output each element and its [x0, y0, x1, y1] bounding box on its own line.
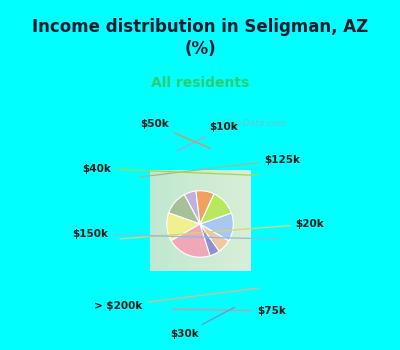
Text: $150k: $150k [72, 229, 280, 239]
Wedge shape [200, 224, 229, 251]
Text: $75k: $75k [173, 306, 286, 316]
Wedge shape [196, 191, 214, 224]
Wedge shape [200, 224, 219, 256]
Text: $125k: $125k [140, 155, 300, 177]
Wedge shape [184, 191, 200, 224]
Text: $50k: $50k [140, 119, 210, 148]
Text: $40k: $40k [82, 163, 259, 175]
Text: ⓘ City-Data.com: ⓘ City-Data.com [214, 119, 286, 128]
Text: $20k: $20k [120, 219, 324, 239]
Wedge shape [200, 213, 233, 241]
Wedge shape [171, 224, 210, 257]
Wedge shape [200, 194, 231, 224]
Wedge shape [169, 195, 200, 224]
Text: All residents: All residents [151, 76, 249, 90]
Text: Income distribution in Seligman, AZ
(%): Income distribution in Seligman, AZ (%) [32, 18, 368, 58]
Text: $10k: $10k [177, 122, 238, 151]
Wedge shape [167, 213, 200, 240]
Text: > $200k: > $200k [94, 288, 259, 311]
Text: $30k: $30k [170, 307, 234, 338]
